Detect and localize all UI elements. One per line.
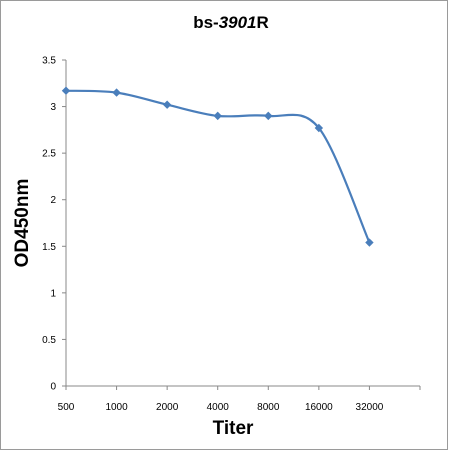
data-point-marker: [112, 88, 121, 97]
data-point-marker: [213, 111, 222, 121]
y-tick-label: 1: [50, 288, 56, 299]
y-tick-label: 2: [50, 195, 56, 206]
data-point-marker: [61, 86, 71, 95]
y-tick-label: 3: [50, 102, 56, 113]
x-tick-label: 16000: [305, 402, 333, 413]
y-tick-label: 0.5: [42, 335, 56, 346]
data-point-marker: [264, 111, 273, 121]
y-axis-title: OD450nm: [12, 179, 33, 268]
x-tick-label: 32000: [356, 402, 384, 413]
x-tick-label: 4000: [207, 402, 230, 413]
x-tick-group: 500 1000 2000 4000 8000 16000 32000: [58, 386, 421, 413]
data-point-marker: [314, 123, 324, 133]
data-point-marker: [365, 238, 374, 247]
marker-group: [61, 86, 374, 247]
x-tick-label: 8000: [257, 402, 280, 413]
data-point-marker: [162, 100, 172, 109]
x-tick-label: 500: [58, 402, 75, 413]
y-tick-label: 1.5: [42, 242, 56, 253]
x-tick-label: 1000: [105, 402, 128, 413]
y-tick-label: 2.5: [42, 149, 56, 160]
x-tick-label: 2000: [156, 402, 179, 413]
y-tick-label: 3.5: [42, 56, 56, 67]
x-axis-title: Titer: [213, 418, 254, 439]
y-tick-group: 0 0.5 1 1.5 2 2.5 3 3.5: [42, 56, 66, 393]
y-tick-label: 0: [50, 382, 56, 393]
chart-title: bs-3901R: [193, 13, 269, 32]
